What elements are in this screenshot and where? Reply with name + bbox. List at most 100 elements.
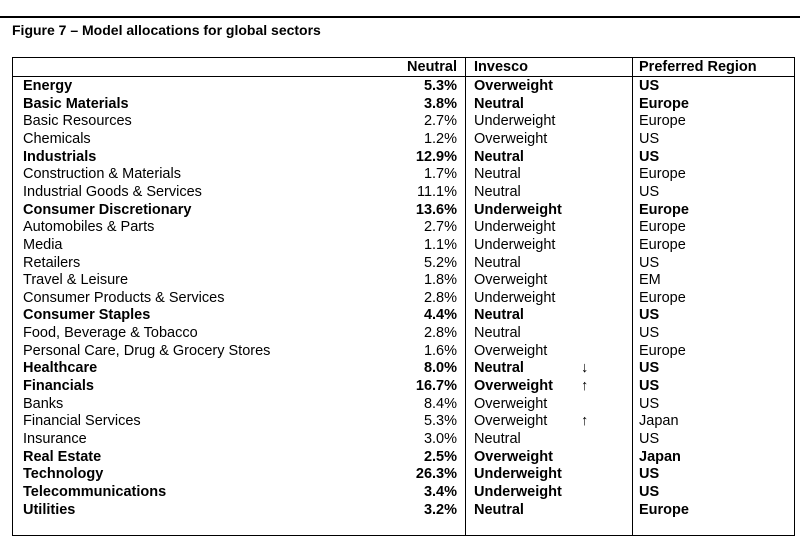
preferred-region: Japan: [639, 448, 681, 465]
preferred-region: US: [639, 431, 660, 447]
allocation-table: Neutral Invesco Preferred Region Energy 5…: [12, 57, 795, 536]
table-row: Automobiles & Parts 2.7% Underweight Europe: [13, 218, 794, 236]
invesco-view: Neutral: [474, 183, 521, 200]
preferred-region: Europe: [639, 289, 686, 306]
invesco-view: Overweight: [474, 78, 553, 94]
sector: Real Estate: [23, 448, 102, 465]
neutral-weight: 5.3%: [423, 78, 457, 94]
invesco-view: Neutral: [474, 166, 521, 183]
invesco-view: Overweight: [474, 413, 548, 430]
preferred-region: US: [639, 307, 660, 324]
preferred-region: Europe: [639, 219, 686, 236]
column-header: Neutral: [407, 59, 457, 75]
invesco-view: Neutral: [474, 360, 524, 377]
preferred-region: US: [639, 325, 660, 342]
sector: Media: [23, 236, 63, 253]
sector: Personal Care, Drug & Grocery Stores: [23, 342, 271, 359]
neutral-weight: 2.5%: [423, 448, 457, 465]
table-row: Consumer Products & Services 2.8% Underwei…: [13, 289, 794, 307]
table-row: Retailers 5.2% Neutral US: [13, 254, 794, 272]
sector: Travel & Leisure: [23, 272, 129, 289]
preferred-region: Europe: [639, 201, 689, 218]
neutral-weight: 2.8%: [423, 289, 457, 306]
invesco-view: Underweight: [474, 201, 562, 218]
table-row: Basic Materials 3.8% Neutral Europe: [13, 95, 794, 113]
sector: Telecommunications: [23, 483, 167, 500]
table-row: Food, Beverage & Tobacco 2.8% Neutral US: [13, 324, 794, 342]
preferred-region: Europe: [639, 113, 686, 130]
table-row: Chemicals 1.2% Overweight US: [13, 130, 794, 148]
sector: Financial Services: [23, 413, 141, 430]
table-row: Consumer Discretionary 13.6% Underweight Eu…: [13, 201, 794, 219]
neutral-weight: 5.3%: [423, 413, 457, 430]
table-row: Technology 26.3% Underweight US: [13, 465, 794, 483]
invesco-view: Underweight: [474, 289, 556, 306]
sector: Construction & Materials: [23, 166, 181, 183]
invesco-view: Neutral: [474, 95, 524, 112]
preferred-region: Japan: [639, 413, 679, 430]
column-divider: [632, 58, 633, 535]
invesco-view: Neutral: [474, 325, 521, 342]
change-arrow: ↓: [581, 360, 589, 377]
invesco-view: Neutral: [474, 431, 521, 447]
sector: Chemicals: [23, 130, 91, 147]
neutral-weight: 3.8%: [423, 95, 457, 112]
invesco-view: Underweight: [474, 483, 562, 500]
preferred-region: US: [639, 78, 660, 94]
preferred-region: Europe: [639, 501, 689, 518]
neutral-weight: 12.9%: [415, 148, 457, 165]
invesco-view: Neutral: [474, 254, 521, 271]
header-rule: [13, 76, 794, 77]
preferred-region: US: [639, 466, 660, 483]
table-row: Travel & Leisure 1.8% Overweight EM: [13, 271, 794, 289]
preferred-region: EM: [639, 272, 661, 289]
figure-title: Figure 7 – Model allocations for global …: [12, 22, 321, 38]
neutral-weight: 2.7%: [423, 113, 457, 130]
preferred-region: US: [639, 254, 660, 271]
invesco-view: Neutral: [474, 148, 524, 165]
invesco-view: Overweight: [474, 378, 553, 395]
change-arrow: ↑: [581, 413, 589, 430]
neutral-weight: 4.4%: [423, 307, 457, 324]
sector: Consumer Discretionary: [23, 201, 192, 218]
column-header: Preferred Region: [639, 59, 757, 75]
invesco-view: Overweight: [474, 130, 548, 147]
invesco-view: Underweight: [474, 466, 562, 483]
invesco-view: Neutral: [474, 307, 524, 324]
table-row: Banks 8.4% Overweight US: [13, 395, 794, 413]
neutral-weight: 3.0%: [423, 431, 457, 447]
preferred-region: Europe: [639, 95, 689, 112]
column-divider: [465, 58, 466, 535]
sector: Basic Resources: [23, 113, 132, 130]
preferred-region: US: [639, 148, 660, 165]
table-row: Basic Resources 2.7% Underweight Europe: [13, 112, 794, 130]
neutral-weight: 8.4%: [423, 395, 457, 412]
invesco-view: Overweight: [474, 342, 548, 359]
sector: Industrials: [23, 148, 97, 165]
neutral-weight: 8.0%: [423, 360, 457, 377]
neutral-weight: 1.7%: [423, 166, 457, 183]
invesco-view: Underweight: [474, 113, 556, 130]
invesco-view: Overweight: [474, 395, 548, 412]
neutral-weight: 26.3%: [415, 466, 457, 483]
preferred-region: US: [639, 183, 660, 200]
sector: Industrial Goods & Services: [23, 183, 202, 200]
table-row: Financials 16.7% Overweight ↑ US: [13, 377, 794, 395]
preferred-region: Europe: [639, 236, 686, 253]
invesco-view: Overweight: [474, 272, 548, 289]
sector: Consumer Products & Services: [23, 289, 225, 306]
invesco-view: Neutral: [474, 501, 524, 518]
table-row: Industrials 12.9% Neutral US: [13, 148, 794, 166]
table-row: Consumer Staples 4.4% Neutral US: [13, 306, 794, 324]
neutral-weight: 5.2%: [423, 254, 457, 271]
table-row: Telecommunications 3.4% Underweight US: [13, 483, 794, 501]
table-row: Energy 5.3% Overweight US: [13, 77, 794, 95]
neutral-weight: 3.4%: [423, 483, 457, 500]
neutral-weight: 2.8%: [423, 325, 457, 342]
preferred-region: US: [639, 395, 660, 412]
sector: Food, Beverage & Tobacco: [23, 325, 198, 342]
table-row: Media 1.1% Underweight Europe: [13, 236, 794, 254]
table-row: Financial Services 5.3% Overweight ↑ Japan: [13, 412, 794, 430]
neutral-weight: 1.8%: [423, 272, 457, 289]
